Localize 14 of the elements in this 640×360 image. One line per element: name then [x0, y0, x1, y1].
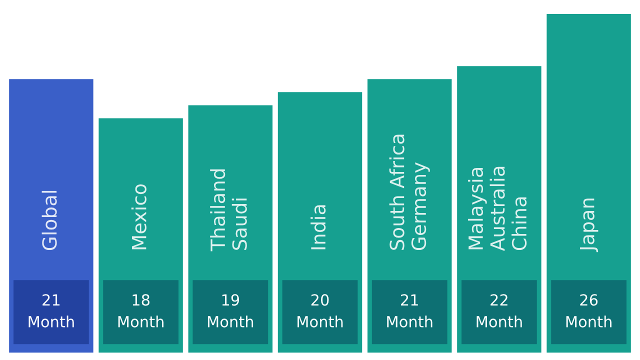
- data-label: 20 Month: [298, 294, 343, 328]
- x-tick-label: India: [310, 205, 326, 250]
- x-tick-label: Global: [42, 190, 57, 250]
- x-tick-label: Japan: [580, 198, 598, 252]
- x-tick-label: South Africa Germany: [389, 134, 430, 250]
- x-tick-label: Thailand Saudi: [210, 169, 247, 252]
- data-label: 19 Month: [208, 294, 254, 328]
- data-label: 26 Month: [566, 294, 612, 328]
- data-label: 22 Month: [476, 294, 522, 328]
- data-label: 21 Month: [387, 294, 432, 328]
- x-tick-label: Mexico: [131, 184, 146, 250]
- x-tick-label: Malaysia Australia China: [468, 166, 527, 251]
- data-label: 21 Month: [28, 294, 74, 328]
- data-label: 18 Month: [118, 294, 164, 328]
